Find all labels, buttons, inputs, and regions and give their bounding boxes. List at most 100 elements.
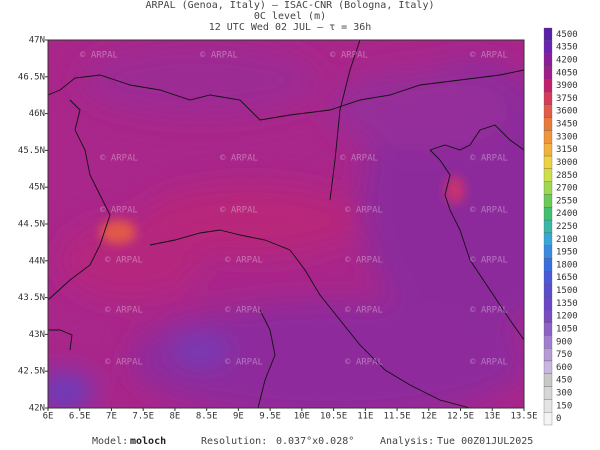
colorbar-cell [543, 53, 553, 67]
colorbar-cell [543, 66, 553, 80]
x-axis-label: 8E [170, 412, 181, 422]
x-axis-label: 12E [421, 412, 437, 422]
colorbar-label: 2250 [556, 222, 578, 232]
watermark: © ARPAL [470, 51, 508, 61]
x-axis-label: 9.5E [259, 412, 281, 422]
colorbar-cell [543, 399, 553, 413]
colorbar-label: 3300 [556, 132, 578, 142]
x-axis-label: 10.5E [320, 412, 347, 422]
colorbar-label: 450 [556, 376, 572, 386]
x-axis-label: 13E [484, 412, 500, 422]
watermark: © ARPAL [345, 206, 383, 216]
x-axis-label: 9E [233, 412, 244, 422]
map-field [48, 40, 524, 408]
header-line: ARPAL (Genoa, Italy) – ISAC-CNR (Bologna… [146, 0, 435, 11]
colorbar-cell [543, 79, 553, 93]
colorbar-label: 4350 [556, 43, 578, 53]
colorbar-cell [543, 194, 553, 208]
colorbar-label: 3900 [556, 81, 578, 91]
colorbar-cell [543, 348, 553, 362]
colorbar-label: 2550 [556, 196, 578, 206]
y-axis-label: 43N [29, 330, 45, 340]
colorbar-label: 1950 [556, 248, 578, 258]
watermark: © ARPAL [220, 206, 258, 216]
colorbar-cell [543, 181, 553, 195]
colorbar-cell [543, 258, 553, 272]
colorbar-cell [543, 117, 553, 131]
colorbar-cell [543, 27, 553, 41]
y-axis-label: 46N [29, 109, 45, 119]
colorbar-label: 3000 [556, 158, 578, 168]
colorbar-label: 3150 [556, 145, 578, 155]
colorbar-cell [543, 335, 553, 349]
colorbar-cell [543, 219, 553, 234]
colorbar-cell [543, 360, 553, 374]
y-axis-label: 42N [29, 404, 45, 414]
colorbar-label: 1650 [556, 273, 578, 283]
header-line: 0C level (m) [254, 11, 326, 22]
colorbar-label: 1200 [556, 312, 578, 322]
colorbar-cell [543, 91, 553, 105]
colorbar-cell [543, 130, 553, 144]
colorbar-label: 4050 [556, 68, 578, 78]
watermark: © ARPAL [470, 154, 508, 164]
footer-value: Tue 00Z01JUL2025 [437, 436, 533, 447]
colorbar-label: 4200 [556, 56, 578, 66]
colorbar-label: 300 [556, 388, 572, 398]
colorbar-cell [543, 155, 553, 170]
footer-value: moloch [130, 436, 166, 447]
colorbar-cell [543, 245, 553, 259]
watermark: © ARPAL [105, 256, 143, 266]
colorbar-label: 2400 [556, 209, 578, 219]
y-axis-label: 45N [29, 183, 45, 193]
colorbar-cell [543, 168, 553, 182]
x-axis-label: 10E [294, 412, 310, 422]
watermark: © ARPAL [470, 256, 508, 266]
colorbar-label: 150 [556, 401, 572, 411]
x-axis-label: 11E [357, 412, 373, 422]
colorbar-label: 1050 [556, 324, 578, 334]
colorbar-label: 1500 [556, 286, 578, 296]
colorbar-label: 900 [556, 337, 572, 347]
colorbar-label: 2100 [556, 235, 578, 245]
watermark: © ARPAL [100, 206, 138, 216]
x-axis-label: 13.5E [510, 412, 537, 422]
x-axis-label: 8.5E [196, 412, 218, 422]
colorbar-cell [543, 309, 553, 323]
colorbar-cell [543, 271, 553, 285]
y-axis-label: 42.5N [18, 367, 45, 377]
colorbar-cell [543, 412, 553, 426]
colorbar-label: 2700 [556, 184, 578, 194]
colorbar-label: 600 [556, 363, 572, 373]
colorbar-cell [543, 322, 553, 336]
watermark: © ARPAL [470, 206, 508, 216]
watermark: © ARPAL [225, 256, 263, 266]
x-axis-label: 6E [43, 412, 54, 422]
watermark: © ARPAL [220, 154, 258, 164]
x-axis-label: 11.5E [384, 412, 411, 422]
colorbar-cell [543, 296, 553, 310]
colorbar-label: 4500 [556, 30, 578, 40]
colorbar-label: 1350 [556, 299, 578, 309]
colorbar-cell [543, 386, 553, 400]
colorbar-label: 2850 [556, 171, 578, 181]
watermark: © ARPAL [345, 358, 383, 368]
footer-label: Resolution: [201, 436, 267, 447]
colorbar-cell [543, 232, 553, 246]
watermark: © ARPAL [100, 154, 138, 164]
x-axis-label: 7.5E [132, 412, 154, 422]
watermark: © ARPAL [105, 306, 143, 316]
colorbar-label: 3450 [556, 120, 578, 130]
y-axis-label: 45.5N [18, 146, 45, 156]
y-axis-label: 47N [29, 36, 45, 46]
watermark: © ARPAL [225, 358, 263, 368]
colorbar-cell [543, 207, 553, 221]
x-axis-label: 6.5E [69, 412, 91, 422]
colorbar-cell [543, 143, 553, 157]
colorbar-label: 3600 [556, 107, 578, 117]
y-axis-label: 43.5N [18, 293, 45, 303]
colorbar-cell [543, 104, 553, 118]
footer-label: Analysis: [380, 436, 434, 447]
